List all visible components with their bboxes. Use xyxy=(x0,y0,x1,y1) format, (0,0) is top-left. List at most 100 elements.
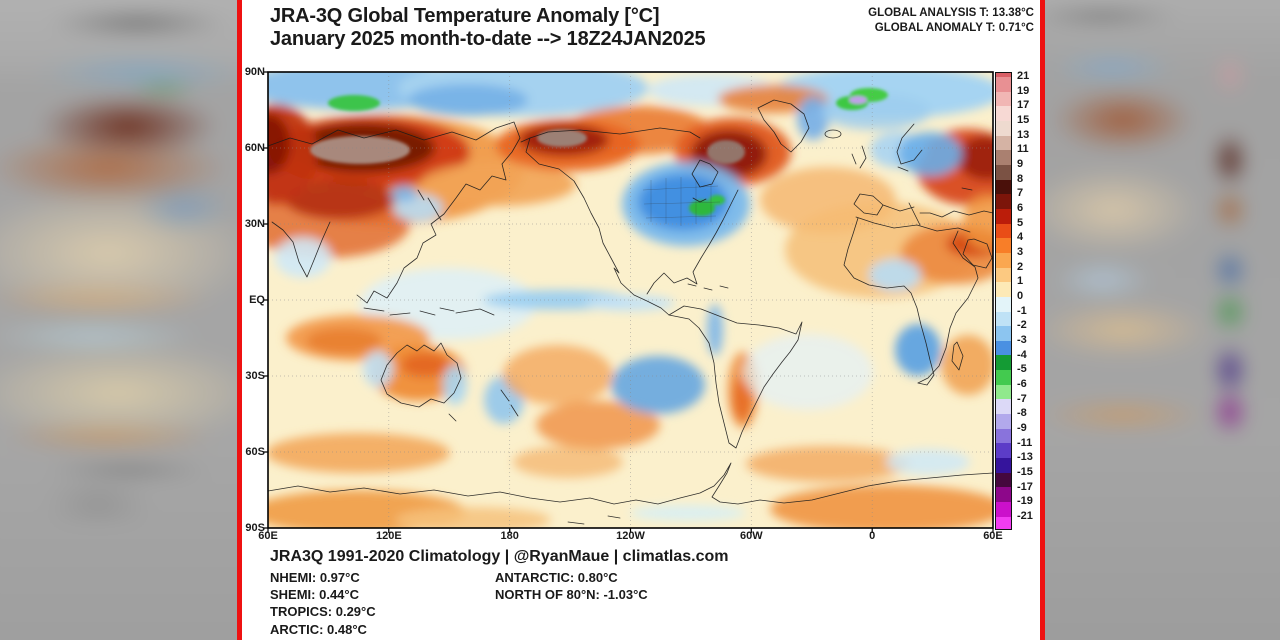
colorbar-seg-21 xyxy=(996,370,1011,385)
anomaly-blob-blobs-soft-30 xyxy=(391,186,417,202)
colorbar-seg-10 xyxy=(996,208,1011,224)
anomaly-blob-blobs-soft-20 xyxy=(957,136,993,180)
colorbar-seg-12 xyxy=(996,238,1011,253)
colorbar-seg-24 xyxy=(996,414,1011,429)
colorbar-label--1: -1 xyxy=(1017,304,1027,317)
lon-label-6-60E: 60E xyxy=(983,530,1003,542)
colorbar-label-15: 15 xyxy=(1017,114,1030,126)
lon-label-1-120E: 120E xyxy=(375,530,402,542)
colorbar-label-3: 3 xyxy=(1017,246,1024,258)
colorbar-label--19: -19 xyxy=(1017,495,1033,508)
anomaly-blob-blobs-soft-58 xyxy=(886,449,970,475)
blurred-backdrop-left xyxy=(0,0,237,640)
anomaly-colorbar xyxy=(995,72,1012,530)
anomaly-blob-blobs-soft-60 xyxy=(770,485,993,528)
anomaly-blob-blobs-soft-44 xyxy=(443,365,467,405)
regional-stat: ARCTIC: 0.48°C xyxy=(270,621,367,637)
colorbar-seg-17 xyxy=(996,311,1011,327)
anomaly-blob-blobs-soft-40 xyxy=(306,328,382,354)
red-divider-left xyxy=(237,0,242,640)
colorbar-label-8: 8 xyxy=(1017,172,1024,185)
colorbar-label-13: 13 xyxy=(1017,128,1030,141)
lon-label-0-60E: 60E xyxy=(258,530,278,542)
anomaly-blob-blobs-mid-8 xyxy=(709,195,725,205)
axis-ticks xyxy=(263,71,994,533)
colorbar-seg-1 xyxy=(996,77,1011,92)
colorbar-label-9: 9 xyxy=(1017,158,1024,170)
colorbar-seg-16 xyxy=(996,296,1011,312)
colorbar-seg-13 xyxy=(996,252,1011,268)
anomaly-blob-blobs-soft-48 xyxy=(611,356,705,414)
lat-label-30N: 30N xyxy=(244,218,265,230)
colorbar-seg-0 xyxy=(996,73,1011,77)
colorbar-seg-20 xyxy=(996,355,1011,371)
colorbar-label-5: 5 xyxy=(1017,216,1024,229)
plot-title-line2: January 2025 month-to-date --> 18Z24JAN2… xyxy=(270,28,706,50)
colorbar-label--3: -3 xyxy=(1017,334,1027,346)
colorbar-label--8: -8 xyxy=(1017,407,1027,420)
global-analysis-temp: GLOBAL ANALYSIS T: 13.38°C xyxy=(868,7,1034,19)
anomaly-blob-blobs-mid-2 xyxy=(707,140,745,164)
lat-label-60S: 60S xyxy=(245,446,265,458)
anomaly-blob-blobs-soft-28 xyxy=(275,238,331,278)
anomaly-blob-blobs-soft-55 xyxy=(268,433,450,473)
anomaly-blob-blobs-mid-7 xyxy=(689,200,715,216)
colorbar-label--13: -13 xyxy=(1017,451,1033,464)
regional-stats-left: NHEMI: 0.97°C SHEMI: 0.44°C TROPICS: 0.29°… xyxy=(270,569,376,638)
anomaly-blob-blobs-soft-56 xyxy=(513,446,623,478)
anomaly-blob-blobs-soft-57 xyxy=(746,446,910,482)
lat-label-30S: 30S xyxy=(245,370,265,382)
colorbar-seg-11 xyxy=(996,223,1011,239)
anomaly-blob-blobs-soft-10 xyxy=(420,162,576,206)
colorbar-label--7: -7 xyxy=(1017,392,1027,405)
graticule xyxy=(268,72,993,528)
colorbar-label--15: -15 xyxy=(1017,466,1033,478)
lat-label-90S: 90S xyxy=(245,522,265,534)
colorbar-label-6: 6 xyxy=(1017,202,1024,214)
map-frame xyxy=(267,71,994,529)
colorbar-label-19: 19 xyxy=(1017,84,1030,97)
colorbar-seg-19 xyxy=(996,340,1011,356)
plot-title: JRA-3Q Global Temperature Anomaly [°C] J… xyxy=(270,5,706,51)
colorbar-seg-30 xyxy=(996,502,1011,517)
colorbar-label--9: -9 xyxy=(1017,422,1027,434)
lon-label-4-60W: 60W xyxy=(740,530,763,542)
anomaly-blob-blobs-soft-9 xyxy=(285,179,395,219)
anomaly-blob-blobs-soft-2 xyxy=(408,84,528,116)
anomaly-blob-blobs-soft-42 xyxy=(401,353,449,377)
colorbar-label--6: -6 xyxy=(1017,378,1027,390)
lat-label-60N: 60N xyxy=(244,142,265,154)
colorbar-label-1: 1 xyxy=(1017,275,1024,288)
regional-stat: SHEMI: 0.44°C xyxy=(270,587,360,603)
colorbar-label--17: -17 xyxy=(1017,480,1033,493)
anomaly-blob-blobs-soft-38 xyxy=(869,259,921,291)
blurred-backdrop-right xyxy=(1045,0,1280,640)
anomaly-blob-blobs-soft-54 xyxy=(941,335,993,395)
colorbar-seg-22 xyxy=(996,384,1011,400)
lon-label-5-0: 0 xyxy=(869,530,876,542)
colorbar-seg-6 xyxy=(996,150,1011,165)
colorbar-seg-26 xyxy=(996,443,1011,459)
regional-stat: ANTARCTIC: 0.80°C xyxy=(495,570,618,585)
red-divider-right xyxy=(1040,0,1045,640)
anomaly-blob-blobs-soft-62 xyxy=(630,505,746,521)
colorbar-label-21: 21 xyxy=(1017,70,1030,82)
plot-title-line1: JRA-3Q Global Temperature Anomaly [°C] xyxy=(270,5,660,27)
regional-stat: NHEMI: 0.97°C xyxy=(270,570,360,585)
anomaly-blob-blobs-soft-22 xyxy=(268,114,290,174)
anomaly-blob-blobs-mid-1 xyxy=(537,129,587,147)
regional-stats-right: ANTARCTIC: 0.80°C NORTH OF 80°N: -1.03°C xyxy=(495,569,648,603)
global-stats: GLOBAL ANALYSIS T: 13.38°C GLOBAL ANOMAL… xyxy=(868,6,1034,36)
colorbar-label-11: 11 xyxy=(1017,143,1029,156)
colorbar-seg-9 xyxy=(996,194,1011,209)
regional-stat: NORTH OF 80°N: -1.03°C xyxy=(495,587,648,603)
anomaly-blob-blobs-soft-53 xyxy=(895,324,941,376)
colorbar-label-0: 0 xyxy=(1017,290,1024,302)
colorbar-seg-28 xyxy=(996,472,1011,488)
colorbar-seg-3 xyxy=(996,106,1011,121)
lon-label-3-120W: 120W xyxy=(616,530,645,542)
colorbar-seg-15 xyxy=(996,282,1011,297)
colorbar-seg-25 xyxy=(996,428,1011,444)
blurred-backdrop-right-art xyxy=(1045,0,1280,640)
lon-label-2-180: 180 xyxy=(500,530,519,542)
